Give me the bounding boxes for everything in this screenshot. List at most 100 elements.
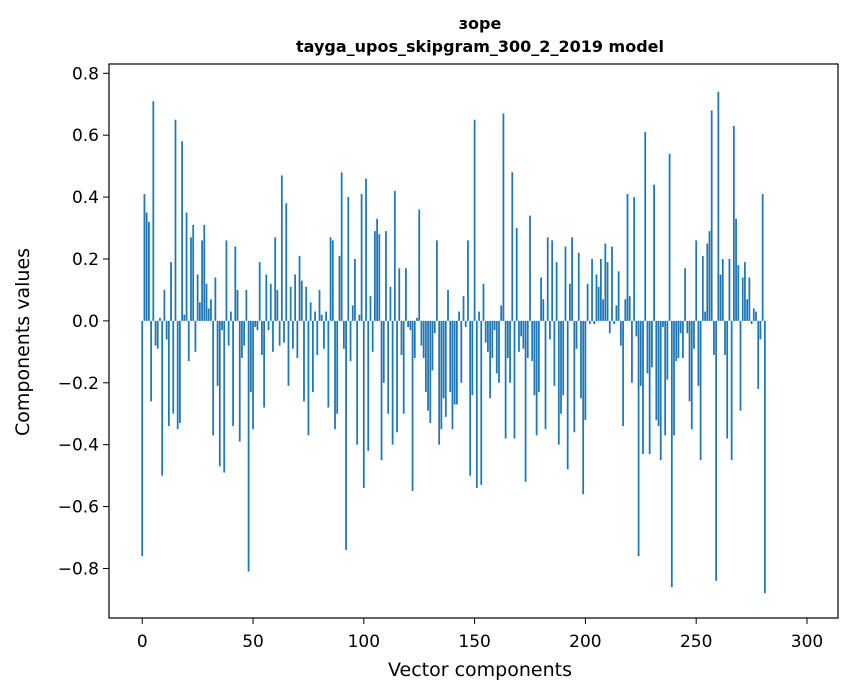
bar — [267, 320, 270, 331]
bar — [389, 286, 392, 321]
bar — [482, 283, 485, 321]
bar — [670, 320, 673, 588]
bar — [223, 320, 226, 473]
x-tick-label: 150 — [458, 632, 490, 652]
bar — [653, 184, 655, 321]
bar — [148, 221, 150, 321]
bar — [272, 320, 274, 352]
bar — [261, 320, 263, 355]
bar — [719, 274, 722, 321]
bar — [442, 320, 445, 399]
bar — [447, 289, 449, 321]
bar — [739, 320, 742, 411]
bar — [243, 320, 246, 346]
bar — [695, 240, 698, 321]
bar — [254, 320, 257, 328]
bar — [274, 237, 277, 321]
bar — [371, 320, 374, 352]
bar — [194, 320, 197, 352]
bar — [416, 317, 418, 321]
bar — [480, 320, 483, 485]
bar — [571, 237, 573, 321]
y-tick-label: −0.6 — [58, 498, 99, 518]
bar — [697, 320, 700, 386]
bar — [444, 320, 447, 417]
bar — [504, 320, 507, 439]
bar — [351, 305, 354, 321]
bar — [613, 320, 616, 324]
bar — [520, 320, 523, 337]
bar — [196, 274, 199, 321]
bar — [456, 320, 458, 405]
bar — [642, 320, 644, 454]
bar — [668, 153, 671, 321]
plot-frame — [108, 63, 839, 619]
bar — [502, 113, 505, 321]
bar — [229, 311, 232, 321]
bar — [198, 302, 201, 321]
bar — [699, 320, 702, 461]
bar — [600, 258, 602, 321]
bar — [484, 320, 487, 343]
bar — [227, 320, 230, 346]
bar — [542, 299, 545, 321]
bar — [595, 274, 598, 321]
bar — [323, 320, 325, 349]
bar — [575, 320, 578, 349]
bar — [212, 320, 215, 436]
bar — [289, 286, 292, 321]
bar — [265, 274, 268, 321]
bar — [314, 311, 316, 321]
bar — [207, 308, 210, 321]
bar — [163, 289, 166, 321]
bar — [635, 320, 638, 337]
bar — [569, 283, 571, 321]
bar — [604, 243, 607, 321]
bar — [365, 178, 367, 321]
bar — [294, 274, 297, 321]
bar — [549, 320, 551, 340]
bar — [429, 320, 432, 424]
bar — [269, 283, 272, 321]
bar — [500, 305, 503, 321]
bar — [192, 224, 195, 321]
bar — [622, 320, 624, 427]
bar — [347, 197, 350, 321]
bar — [611, 246, 613, 321]
bar — [728, 258, 731, 321]
bar — [637, 320, 640, 557]
bar — [309, 302, 312, 321]
bar — [750, 320, 753, 324]
bar — [746, 299, 749, 321]
bar — [462, 296, 465, 321]
bar — [544, 320, 547, 430]
bar — [305, 286, 308, 321]
bar — [741, 277, 744, 321]
bar — [336, 320, 339, 414]
bar — [555, 262, 558, 321]
bar — [724, 320, 726, 355]
bar — [159, 317, 161, 321]
bar — [573, 320, 576, 433]
y-axis-label: Components values — [12, 248, 34, 436]
bar — [329, 237, 332, 321]
bar — [615, 305, 618, 321]
bar — [205, 283, 208, 321]
bar — [201, 240, 203, 321]
bar — [564, 246, 567, 321]
bar — [478, 311, 480, 321]
bar — [522, 320, 525, 349]
bar — [511, 172, 514, 321]
bar — [551, 240, 554, 321]
bar — [393, 190, 396, 321]
bar — [662, 320, 664, 328]
bar — [526, 320, 529, 359]
bar — [258, 262, 261, 321]
bar — [518, 320, 520, 352]
bar — [708, 231, 711, 321]
bar — [440, 320, 443, 430]
bar — [469, 320, 472, 476]
bar — [181, 141, 184, 321]
bar — [320, 314, 323, 321]
bar — [458, 311, 460, 321]
